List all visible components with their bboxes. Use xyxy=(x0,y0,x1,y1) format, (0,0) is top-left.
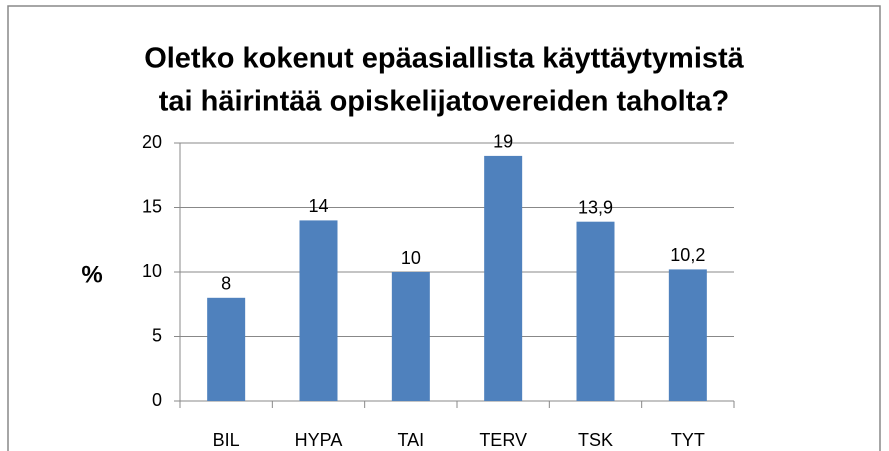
bar xyxy=(484,155,523,401)
y-axis-label: % xyxy=(81,261,102,288)
bar xyxy=(391,272,430,401)
data-label: 10,2 xyxy=(670,245,705,265)
x-tick-label: TSK xyxy=(578,430,613,450)
data-label: 14 xyxy=(308,196,328,216)
y-tick-label: 10 xyxy=(142,261,162,281)
x-tick-label: TYT xyxy=(671,430,705,450)
data-label: 19 xyxy=(493,132,513,152)
chart-title: tai häirintää opiskelijatovereiden tahol… xyxy=(159,86,729,118)
y-tick-label: 0 xyxy=(152,390,162,410)
chart-title: Oletko kokenut epäasiallista käyttäytymi… xyxy=(144,43,744,75)
bar xyxy=(576,221,615,401)
y-tick-label: 15 xyxy=(142,196,162,216)
bar xyxy=(207,297,246,401)
x-tick-label: BIL xyxy=(213,430,240,450)
y-tick-label: 5 xyxy=(152,325,162,345)
x-tick-label: TERV xyxy=(479,430,527,450)
x-tick-label: TAI xyxy=(397,430,424,450)
data-label: 10 xyxy=(401,248,421,268)
bar xyxy=(668,269,707,401)
y-tick-label: 20 xyxy=(142,132,162,152)
bar xyxy=(299,220,338,401)
data-label: 13,9 xyxy=(578,197,613,217)
data-label: 8 xyxy=(221,274,231,294)
x-tick-label: HYPA xyxy=(295,430,343,450)
chart-frame xyxy=(7,5,881,451)
